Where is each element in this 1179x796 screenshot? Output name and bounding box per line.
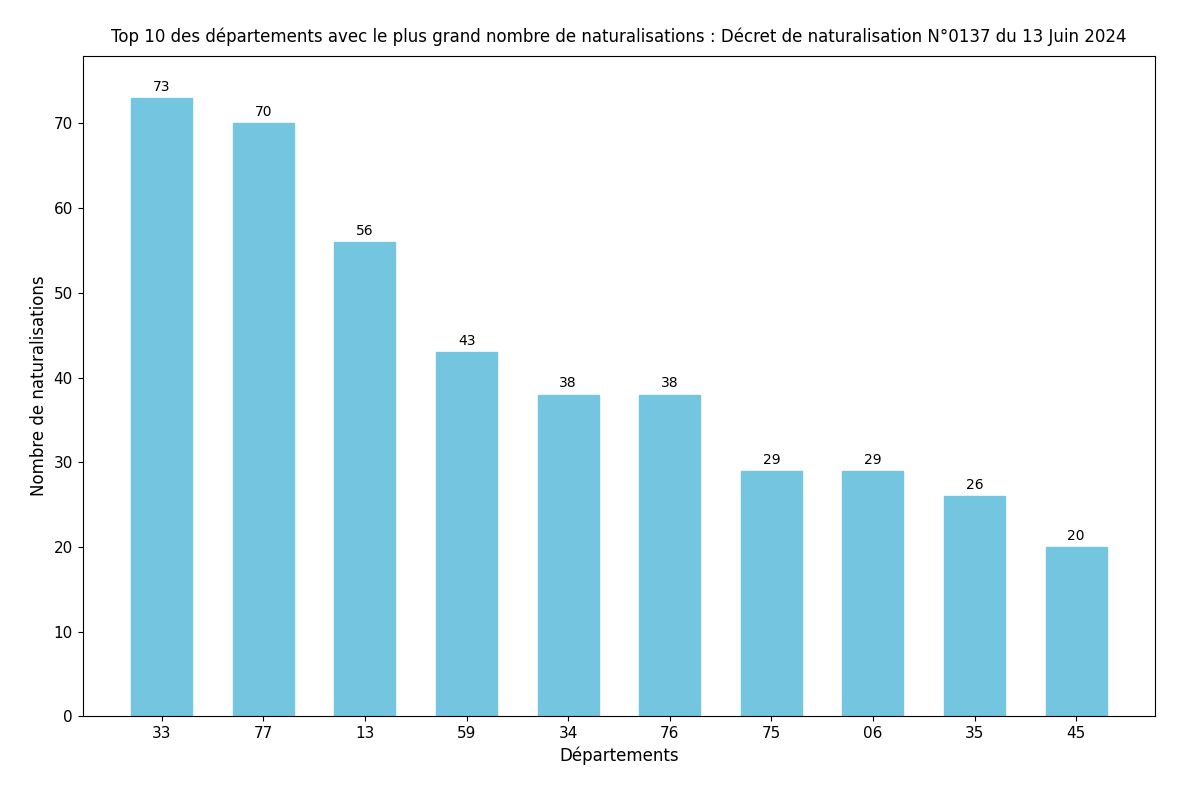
Bar [233, 123, 294, 716]
Title: Top 10 des départements avec le plus grand nombre de naturalisations : Décret de: Top 10 des départements avec le plus gra… [111, 27, 1127, 46]
Text: 29: 29 [864, 453, 882, 466]
Text: 38: 38 [661, 377, 679, 390]
Text: 43: 43 [457, 334, 475, 348]
Text: 56: 56 [356, 224, 374, 238]
Bar [944, 496, 1005, 716]
Text: 70: 70 [255, 105, 272, 119]
Bar [436, 352, 498, 716]
Text: 73: 73 [153, 80, 171, 94]
Bar [740, 470, 802, 716]
Text: 20: 20 [1067, 529, 1085, 543]
Text: 38: 38 [559, 377, 577, 390]
Bar [1046, 547, 1107, 716]
Bar [538, 395, 599, 716]
Text: 29: 29 [763, 453, 780, 466]
Bar [131, 98, 192, 716]
Bar [335, 242, 395, 716]
Bar [639, 395, 700, 716]
Text: 26: 26 [966, 478, 983, 492]
Bar [843, 470, 903, 716]
Y-axis label: Nombre de naturalisations: Nombre de naturalisations [29, 275, 48, 497]
X-axis label: Départements: Départements [559, 747, 679, 765]
